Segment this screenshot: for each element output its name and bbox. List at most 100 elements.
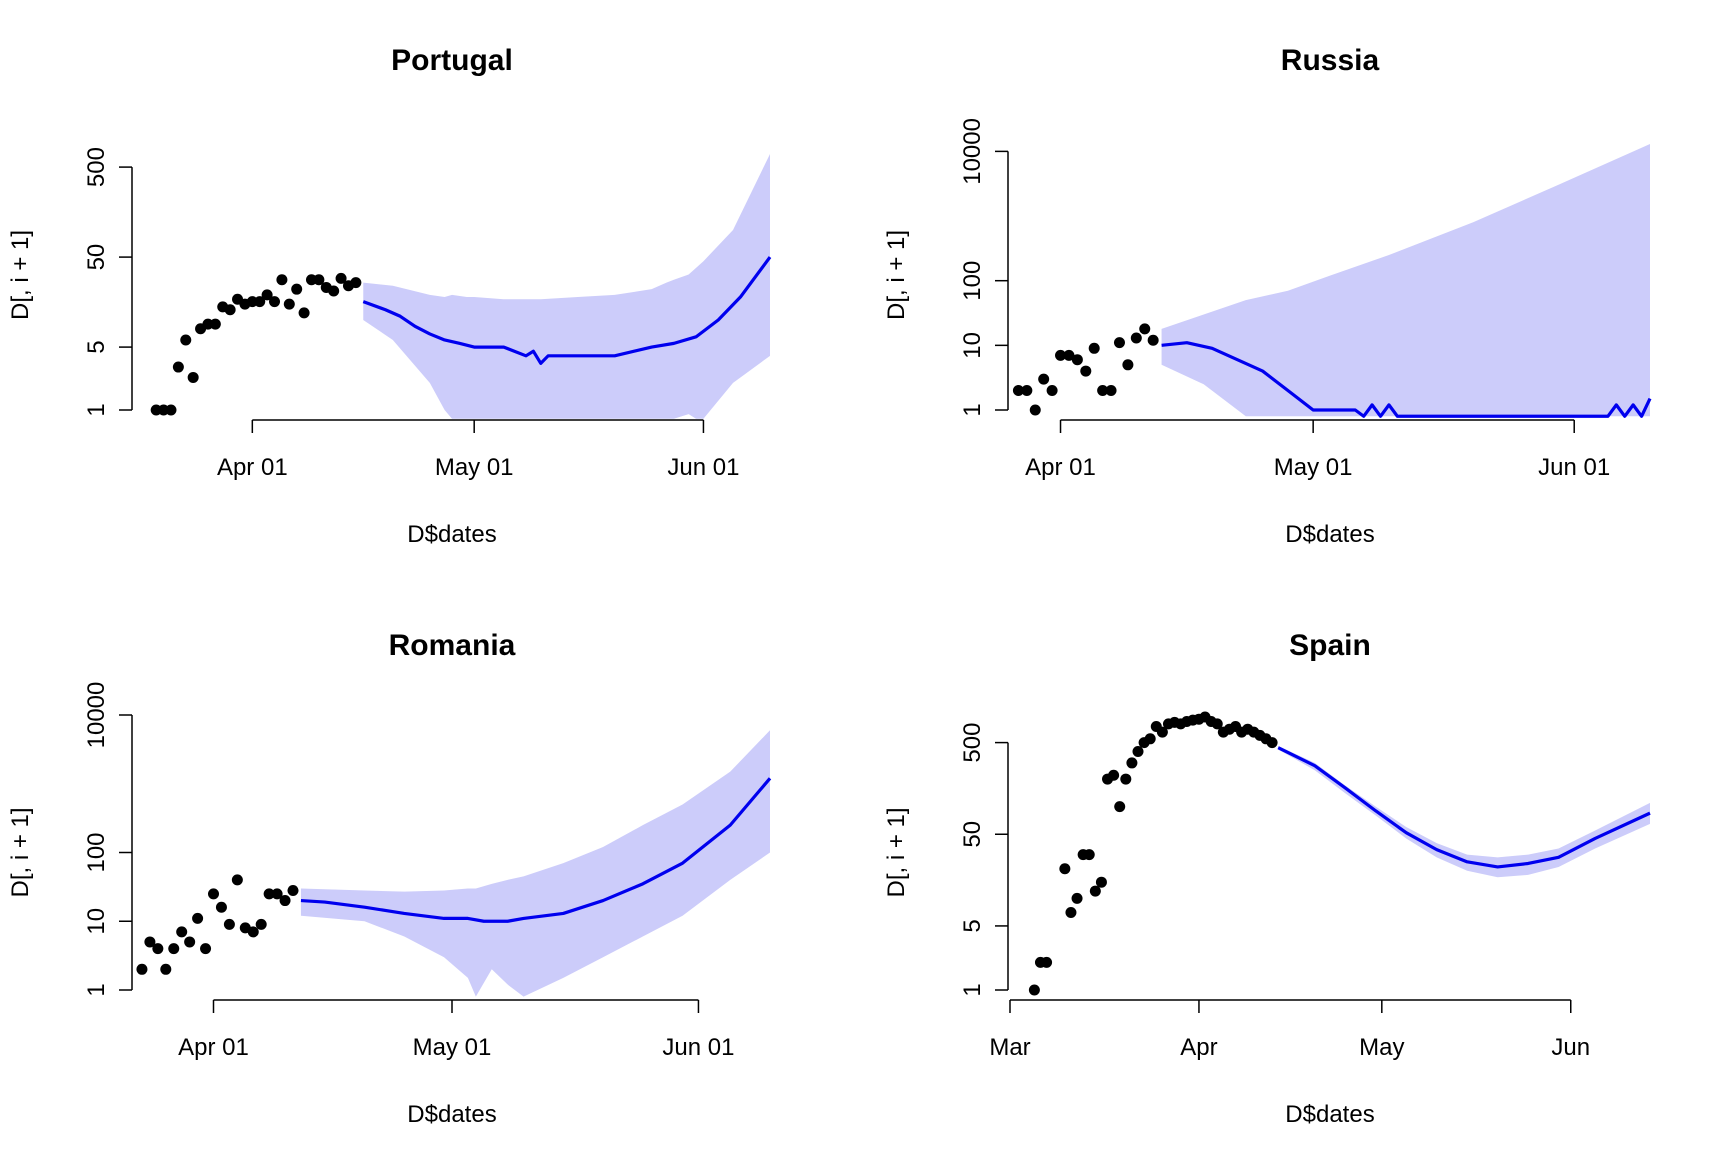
y-axis-label: D[, i + 1]: [7, 807, 34, 897]
y-tick-label: 10000: [959, 118, 986, 185]
observed-point: [1108, 769, 1120, 781]
observed-point: [184, 936, 196, 948]
observed-point: [1021, 385, 1033, 397]
observed-point: [279, 895, 291, 907]
observed-point: [1071, 892, 1083, 904]
observed-point: [1088, 342, 1100, 354]
observed-point: [283, 298, 295, 310]
observed-point: [1120, 773, 1132, 785]
plot-area: [1028, 711, 1651, 996]
x-tick-label: Apr 01: [178, 1034, 249, 1061]
x-axis-label: D$dates: [1285, 1101, 1374, 1128]
y-tick-label: 10: [83, 908, 110, 935]
x-tick-label: May 01: [435, 454, 514, 481]
observed-point: [1211, 718, 1223, 730]
forecast-interval-band: [300, 730, 770, 997]
observed-point: [1029, 404, 1041, 416]
chart-title: Spain: [1289, 629, 1371, 662]
x-tick-label: May: [1359, 1034, 1404, 1061]
observed-point: [1130, 332, 1142, 344]
observed-point: [291, 283, 303, 295]
plot-area: [150, 153, 772, 419]
y-tick-label: 500: [83, 147, 110, 187]
chart-title: Portugal: [391, 44, 513, 77]
observed-point: [254, 296, 266, 308]
observed-point: [313, 274, 325, 286]
observed-point: [1156, 726, 1168, 738]
forecast-line: [1277, 746, 1651, 869]
observed-point: [1080, 365, 1092, 377]
observed-point: [1122, 359, 1134, 371]
x-tick-label: Jun 01: [1538, 454, 1610, 481]
forecast-line: [362, 256, 772, 365]
panel-spain: Spain 1 5 50 500 Mar Apr May Jun D$dates D[, i + 1…: [883, 629, 1651, 1128]
observed-point: [350, 277, 362, 289]
x-tick-label: Apr 01: [217, 454, 288, 481]
observed-point: [180, 334, 192, 346]
y-tick-label: 10: [959, 332, 986, 359]
y-tick-label: 5: [959, 919, 986, 932]
observed-point: [144, 936, 156, 948]
observed-point: [172, 361, 184, 373]
panel-portugal: Portugal 1 5 50 500 Apr 01 May 01 Jun 01 D$dates…: [7, 44, 772, 548]
observed-point: [269, 296, 281, 308]
observed-point: [1063, 349, 1075, 361]
y-tick-label: 1: [959, 983, 986, 996]
x-tick-label: May 01: [413, 1034, 492, 1061]
panel-russia: Russia 1 10 100 10000 Apr 01 May 01 Jun 01 D$dat…: [883, 44, 1652, 548]
forecast-line: [300, 777, 772, 923]
observed-point: [335, 272, 347, 284]
observed-point: [276, 274, 288, 286]
panel-romania: Romania 1 10 100 10000 Apr 01 May 01 Jun 01 D$da…: [7, 629, 772, 1128]
observed-point: [1126, 757, 1138, 769]
forecast-interval-band: [1278, 745, 1650, 878]
observed-point: [1065, 907, 1077, 919]
observed-point: [298, 307, 310, 319]
observed-point: [208, 888, 219, 900]
x-tick-label: Jun: [1551, 1034, 1590, 1061]
observed-point: [1059, 863, 1071, 875]
observed-point: [328, 285, 340, 297]
y-tick-label: 1: [83, 983, 110, 996]
y-axis-label: D[, i + 1]: [883, 807, 910, 897]
observed-point: [160, 963, 172, 975]
y-axis-label: D[, i + 1]: [7, 230, 34, 320]
observed-point: [1038, 373, 1050, 385]
observed-point: [165, 404, 177, 416]
y-tick-label: 100: [83, 832, 110, 872]
y-tick-label: 500: [959, 723, 986, 763]
forecast-interval-band: [363, 153, 770, 419]
observed-point: [209, 318, 221, 330]
x-tick-label: Jun 01: [667, 454, 739, 481]
observed-point: [1055, 349, 1067, 361]
observed-point: [1083, 849, 1095, 861]
x-axis-label: D$dates: [407, 521, 496, 548]
observed-point: [1097, 385, 1109, 397]
observed-point: [1105, 385, 1117, 397]
observed-point: [152, 943, 164, 955]
observed-point: [187, 371, 199, 383]
chart-title: Russia: [1281, 44, 1380, 77]
x-tick-label: Apr 01: [1025, 454, 1096, 481]
observed-point: [1113, 337, 1125, 349]
observed-point: [271, 888, 283, 900]
observed-point: [223, 918, 235, 930]
chart-title: Romania: [389, 629, 516, 662]
observed-point: [1012, 385, 1024, 397]
observed-point: [192, 912, 204, 924]
plot-area: [1012, 144, 1652, 418]
y-tick-label: 100: [959, 261, 986, 301]
observed-point: [136, 963, 148, 975]
x-axis-label: D$dates: [1285, 521, 1374, 548]
observed-point: [247, 926, 259, 938]
observed-point: [224, 304, 236, 316]
forecast-interval-band: [1161, 144, 1650, 417]
observed-point: [1071, 354, 1083, 366]
observed-point: [1132, 745, 1144, 757]
observed-point: [200, 943, 212, 955]
x-tick-label: Jun 01: [662, 1034, 734, 1061]
observed-point: [1041, 956, 1053, 968]
observed-point: [1147, 334, 1159, 346]
